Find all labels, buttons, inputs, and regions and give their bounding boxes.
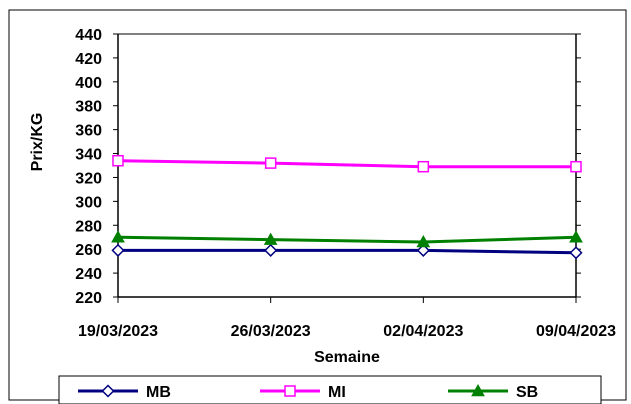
x-axis-title: Semaine bbox=[314, 349, 380, 366]
x-tick-label: 26/03/2023 bbox=[231, 323, 311, 340]
legend-mi-marker bbox=[284, 385, 296, 397]
series-sb bbox=[111, 230, 583, 248]
y-tick-label: 380 bbox=[75, 99, 102, 116]
series-sb-marker bbox=[416, 234, 431, 248]
series-mi-line bbox=[117, 159, 576, 169]
y-tick-label: 340 bbox=[75, 147, 102, 164]
series-mb-marker bbox=[569, 246, 583, 260]
legend-item-mb: MB bbox=[78, 384, 171, 401]
legend-item-sb: SB bbox=[448, 383, 538, 401]
series-sb-marker bbox=[111, 230, 125, 243]
y-tick-label: 360 bbox=[75, 123, 102, 140]
y-tick-label: 440 bbox=[75, 27, 102, 44]
x-axis-ticks: 19/03/2023 26/03/2023 02/04/2023 09/04/2023 bbox=[78, 297, 616, 340]
y-axis-ticks: 220 240 260 280 300 320 340 360 380 400 420 440 bbox=[75, 27, 581, 307]
series-mb-line bbox=[118, 248, 577, 255]
legend-sb-marker bbox=[471, 383, 485, 397]
y-tick-label: 260 bbox=[75, 242, 102, 259]
series-mb-marker bbox=[111, 243, 125, 257]
series-mi-marker bbox=[112, 154, 124, 167]
y-tick-label: 300 bbox=[75, 194, 102, 211]
series-mb-marker bbox=[264, 243, 278, 257]
y-tick-label: 220 bbox=[75, 290, 102, 307]
x-tick-label: 19/03/2023 bbox=[78, 323, 158, 340]
y-tick-label: 420 bbox=[75, 51, 102, 68]
legend: MB MI SB bbox=[78, 383, 538, 401]
x-tick-label: 09/04/2023 bbox=[536, 323, 616, 340]
y-tick-label: 320 bbox=[75, 170, 102, 187]
y-tick-label: 280 bbox=[75, 218, 102, 235]
legend-label-mi: MI bbox=[328, 384, 346, 401]
series-mi-marker bbox=[417, 160, 430, 173]
legend-label-mb: MB bbox=[146, 384, 171, 401]
y-tick-label: 400 bbox=[75, 75, 102, 92]
x-tick-label: 02/04/2023 bbox=[383, 323, 463, 340]
series-mi bbox=[112, 154, 582, 173]
y-axis-title: Prix/KG bbox=[29, 113, 46, 172]
series-layer bbox=[111, 154, 583, 260]
series-sb-line bbox=[117, 235, 577, 244]
series-mb-marker bbox=[416, 243, 430, 257]
series-sb-marker bbox=[263, 232, 278, 245]
series-mi-marker bbox=[570, 160, 582, 173]
y-tick-label: 240 bbox=[75, 266, 102, 283]
legend-mb-marker bbox=[101, 384, 115, 398]
legend-box bbox=[58, 375, 602, 404]
legend-item-mi: MI bbox=[260, 384, 346, 401]
chart-frame bbox=[8, 9, 627, 401]
series-sb-marker bbox=[569, 230, 583, 243]
legend-label-sb: SB bbox=[516, 384, 538, 401]
series-mi-marker bbox=[264, 157, 277, 169]
series-mb bbox=[111, 243, 583, 260]
